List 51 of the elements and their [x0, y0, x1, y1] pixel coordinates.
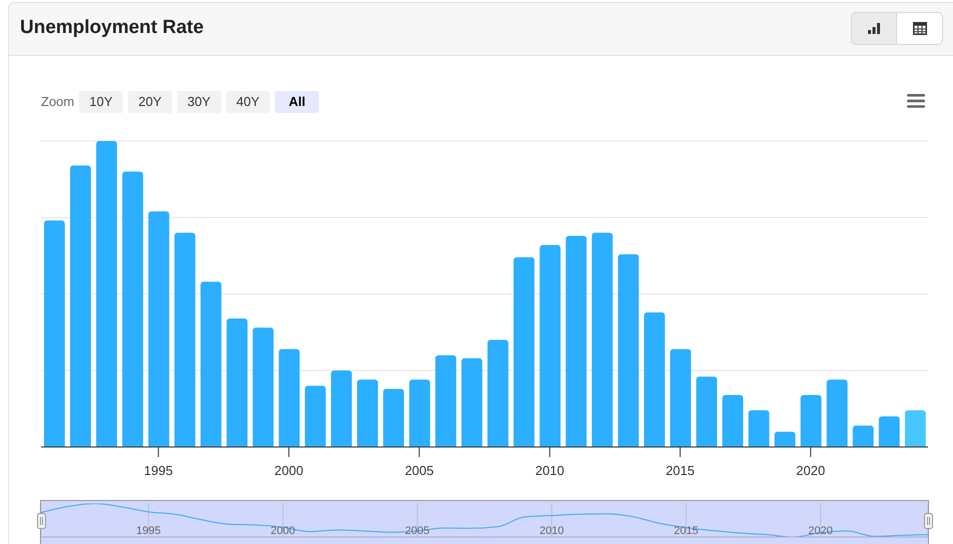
bar: [226, 318, 248, 447]
text: Zoom: [41, 93, 74, 111]
bar: [96, 141, 118, 447]
bar: [278, 349, 300, 447]
bar: [800, 394, 822, 447]
x-tick-label: 2015: [674, 524, 698, 537]
bar: [774, 432, 796, 447]
bar: [540, 245, 561, 447]
bar: [514, 257, 534, 447]
zoom-button: 20Y: [128, 91, 172, 113]
x-tick-label: 2000: [274, 463, 304, 478]
x-tick-label: 2000: [270, 524, 296, 537]
bar: [878, 416, 900, 447]
bar: [696, 376, 718, 447]
bar: [670, 349, 691, 447]
x-tick-label: 2010: [535, 463, 564, 478]
bar: [592, 232, 613, 447]
bar: [44, 220, 65, 447]
bar: [461, 358, 482, 447]
x-tick-label: 2015: [666, 463, 695, 478]
bar: [357, 380, 378, 447]
bar: [174, 232, 196, 447]
bar: [904, 410, 926, 447]
zoom-button: All: [275, 91, 319, 113]
x-tick-label: 2005: [404, 463, 434, 478]
x-tick-label: 2010: [539, 524, 564, 537]
bar: [330, 370, 352, 447]
bar: [122, 172, 144, 447]
x-tick-label: 2020: [796, 463, 826, 478]
bar: [304, 386, 326, 447]
x-tick-label: 1995: [144, 463, 173, 478]
zoom-button: 30Y: [177, 91, 221, 113]
bar: [252, 328, 274, 447]
zoom-button: 40Y: [226, 91, 270, 113]
bar: [852, 426, 874, 447]
x-tick-label: 1995: [136, 524, 161, 537]
bar: [435, 355, 456, 447]
bar: [748, 410, 770, 447]
bar: [722, 394, 744, 447]
bar: [148, 211, 170, 447]
bar: [566, 236, 587, 447]
bar: [409, 380, 430, 447]
bar: [200, 282, 222, 447]
bar: [644, 312, 665, 447]
chart-title: Unemployment Rate: [20, 16, 204, 40]
zoom-button: 10Y: [79, 91, 123, 113]
bar: [383, 388, 404, 447]
bar: [488, 340, 508, 447]
bar: [618, 254, 639, 447]
bar: [70, 165, 91, 447]
bar: [826, 380, 848, 447]
